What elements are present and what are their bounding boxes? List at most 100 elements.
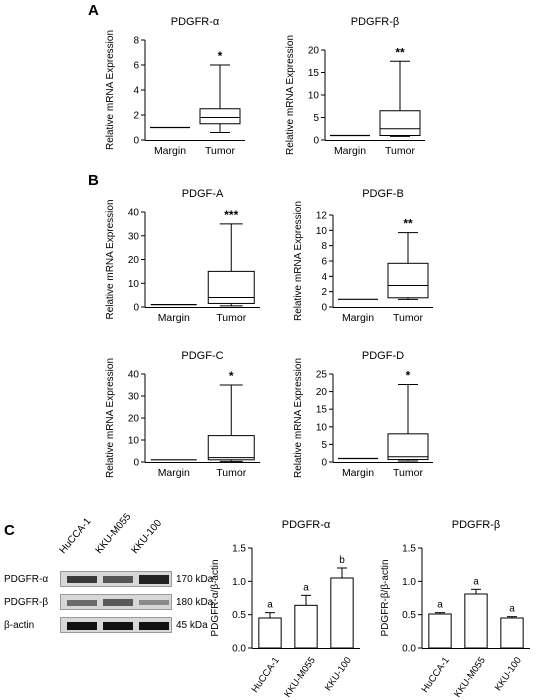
chart-title: PDGFR-β xyxy=(351,16,400,28)
chart-title: PDGFR-β xyxy=(452,519,501,531)
chart-title: PDGFR-α xyxy=(282,519,331,531)
blot-band xyxy=(139,600,169,605)
blot-kda-label: 170 kDa xyxy=(176,574,214,585)
significance-label: *** xyxy=(224,208,238,222)
y-tick-label: 5 xyxy=(313,113,319,124)
y-tick-label: 0.5 xyxy=(232,610,246,621)
y-tick-label: 0 xyxy=(133,303,139,314)
panel-label-a: A xyxy=(88,2,99,19)
y-tick-label: 0 xyxy=(313,136,319,147)
blot-band-strip xyxy=(60,571,172,587)
blot-band xyxy=(103,622,133,630)
chart-title: PDGF-C xyxy=(181,350,223,362)
box-body xyxy=(207,435,255,461)
chart-title: PDGF-D xyxy=(362,350,404,362)
y-tick-label: 1.0 xyxy=(402,577,416,588)
box-body xyxy=(387,262,429,299)
chart-title: PDGF-A xyxy=(182,188,224,200)
y-tick-label: 20 xyxy=(128,255,140,266)
y-tick-label: 30 xyxy=(128,231,140,242)
x-tick-label: Margin xyxy=(334,145,366,157)
y-tick-label: 0.0 xyxy=(402,644,416,655)
blot-band xyxy=(103,599,133,606)
blot-band-strip xyxy=(60,617,172,633)
y-tick-label: 2 xyxy=(321,287,327,298)
y-tick-label: 1.5 xyxy=(232,544,246,555)
blot-row-label: PDGFR-α xyxy=(4,574,49,585)
y-tick-label: 8 xyxy=(321,241,327,252)
significance-label: * xyxy=(229,369,234,383)
y-tick-label: 30 xyxy=(128,392,140,403)
chart-title: PDGF-B xyxy=(362,188,404,200)
x-tick-label: KKU-100 xyxy=(323,655,354,693)
y-tick-label: 20 xyxy=(308,46,320,57)
blot-band-strip xyxy=(60,594,172,610)
x-tick-label: HuCCA-1 xyxy=(420,655,452,695)
y-tick-label: 0 xyxy=(321,303,327,314)
x-tick-label: Tumor xyxy=(385,145,415,157)
panel-label-b: B xyxy=(88,172,99,189)
y-tick-label: 0.0 xyxy=(232,644,246,655)
bar-annotation: a xyxy=(437,600,443,611)
blot-band xyxy=(139,575,169,584)
blot-row-label: β-actin xyxy=(4,620,35,631)
x-tick-label: KKU-M055 xyxy=(282,655,318,699)
y-tick-label: 0.5 xyxy=(402,610,416,621)
bar-annotation: a xyxy=(267,600,273,611)
blot-kda-label: 180 kDa xyxy=(176,597,214,608)
y-tick-label: 10 xyxy=(308,91,320,102)
panel-label-c: C xyxy=(4,522,15,539)
blot-band xyxy=(67,576,97,583)
bar xyxy=(464,593,488,649)
western-blot: HuCCA-1 KKU-M055 KKU-100 PDGFR-α 170 kDa… xyxy=(4,511,214,640)
significance-label: ** xyxy=(403,217,413,231)
bar-annotation: a xyxy=(303,582,309,593)
bar xyxy=(294,604,318,649)
significance-label: ** xyxy=(395,45,405,59)
y-tick-label: 40 xyxy=(128,208,140,219)
x-tick-label: Tumor xyxy=(393,467,423,479)
box-body xyxy=(207,270,255,304)
y-tick-label: 0 xyxy=(133,136,139,147)
blot-row-label: PDGFR-β xyxy=(4,597,49,608)
bar xyxy=(500,617,524,649)
y-tick-label: 10 xyxy=(128,279,140,290)
x-tick-label: Tumor xyxy=(216,467,246,479)
y-axis-label: PDGFR-β/β-actin xyxy=(380,559,391,636)
y-tick-label: 40 xyxy=(128,370,140,381)
y-tick-label: 6 xyxy=(321,257,327,268)
y-axis-label: Relative mRNA Expression xyxy=(105,199,116,319)
y-tick-label: 0 xyxy=(133,458,139,469)
box-body xyxy=(379,110,421,136)
y-axis-label: Relative mRNA Expression xyxy=(285,35,296,155)
y-tick-label: 15 xyxy=(308,68,320,79)
x-tick-label: Tumor xyxy=(216,312,246,324)
box-body xyxy=(199,108,241,125)
bar-annotation: a xyxy=(509,604,515,615)
bar xyxy=(428,613,452,649)
y-tick-label: 0 xyxy=(321,458,327,469)
x-tick-label: Margin xyxy=(342,312,374,324)
y-axis-label: Relative mRNA Expression xyxy=(105,358,116,478)
y-tick-label: 2 xyxy=(133,111,139,122)
x-tick-label: HuCCA-1 xyxy=(250,655,282,695)
y-tick-label: 4 xyxy=(321,272,327,283)
blot-bands xyxy=(67,622,169,630)
x-tick-label: Margin xyxy=(154,145,186,157)
x-tick-label: Margin xyxy=(158,312,190,324)
y-tick-label: 20 xyxy=(128,414,140,425)
x-tick-label: Margin xyxy=(158,467,190,479)
chart-title: PDGFR-α xyxy=(171,16,220,28)
y-axis-label: Relative mRNA Expression xyxy=(293,358,304,478)
y-tick-label: 4 xyxy=(133,86,139,97)
y-tick-label: 10 xyxy=(316,422,328,433)
significance-label: * xyxy=(218,49,223,63)
x-tick-label: Tumor xyxy=(393,312,423,324)
x-tick-label: KKU-M055 xyxy=(452,655,488,699)
blot-band xyxy=(67,622,97,630)
y-tick-label: 6 xyxy=(133,61,139,72)
y-tick-label: 25 xyxy=(316,370,328,381)
box-body xyxy=(387,433,429,461)
blot-band xyxy=(103,576,133,583)
